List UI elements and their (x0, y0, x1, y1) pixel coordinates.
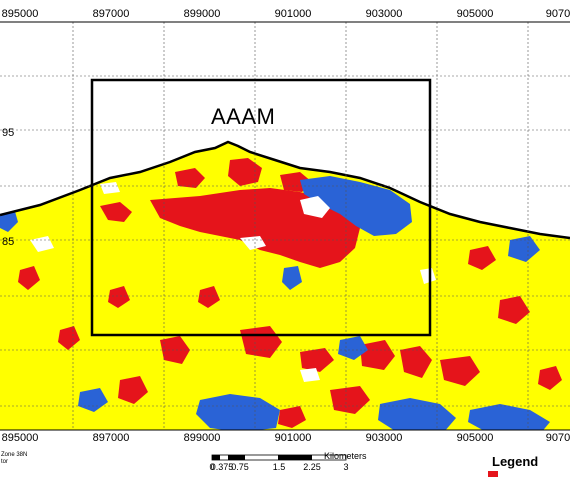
scale-tick-label: 3 (343, 462, 349, 472)
x-label-top: 9070 (545, 8, 570, 20)
study-area-title: AAAM (211, 104, 276, 129)
projection-zone: Zone 38N (1, 452, 28, 458)
water-areas (0, 176, 550, 430)
x-label-bottom: 905000 (456, 432, 494, 444)
legend-title: Legend (492, 454, 539, 469)
x-label-bottom: 899000 (183, 432, 221, 444)
scale-tick-label: 0 (209, 462, 215, 472)
x-label-bottom: 901000 (274, 432, 312, 444)
x-label-bottom: 897000 (92, 432, 130, 444)
ridge-outline (0, 140, 570, 240)
scale-tick-label: 0.375 (210, 462, 234, 472)
x-label-top: 905000 (456, 8, 494, 20)
x-label-bottom: 895000 (1, 432, 39, 444)
legend: Legend (478, 450, 570, 477)
x-label-top: 895000 (1, 8, 39, 20)
legend-swatch-high (488, 471, 498, 477)
scale-tick-label: 0.75 (231, 462, 249, 472)
scale-bar (211, 454, 347, 461)
x-label-top: 901000 (274, 8, 312, 20)
projection-note: Zone 38N tor (1, 452, 27, 466)
bare-areas (30, 182, 436, 382)
y-label-left: 85 (2, 236, 15, 248)
scale-unit: Kilometers (324, 451, 367, 461)
x-label-bottom: 903000 (365, 432, 403, 444)
study-area-box (90, 78, 432, 337)
x-label-top: 897000 (92, 8, 130, 20)
y-label-left: 95 (2, 127, 15, 139)
x-label-bottom: 9070 (545, 432, 570, 444)
scale-tick-label: 2.25 (303, 462, 321, 472)
x-label-top: 899000 (183, 8, 221, 20)
scale-tick-label: 1.5 (272, 462, 286, 472)
projection-type: tor (1, 459, 9, 465)
x-label-top: 903000 (365, 8, 403, 20)
